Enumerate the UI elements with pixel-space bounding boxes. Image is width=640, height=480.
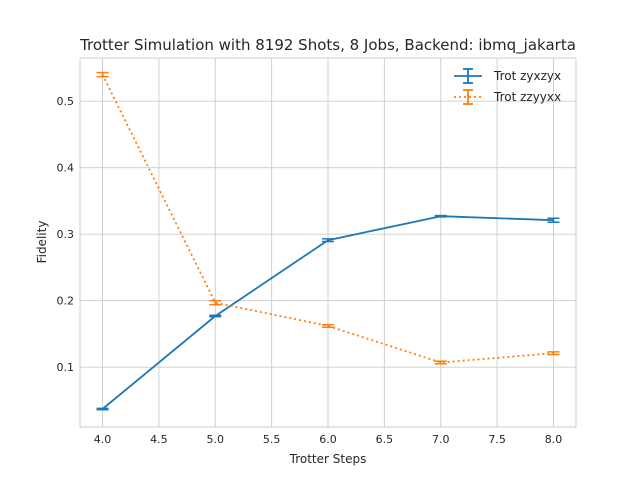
- y-tick-label: 0.4: [57, 162, 75, 175]
- y-axis-label: Fidelity: [35, 221, 49, 264]
- legend-label-trot-zyxzyx: Trot zyxzyx: [493, 69, 561, 83]
- x-tick-label: 6.0: [319, 433, 337, 446]
- series-trot-zyxzyx: [96, 214, 560, 411]
- legend: Trot zyxzyx Trot zzyyxx: [454, 68, 561, 105]
- x-tick-label: 4.5: [150, 433, 168, 446]
- data-point: [214, 301, 217, 304]
- y-tick-label: 0.1: [57, 361, 75, 374]
- tick-labels: 4.0 4.5 5.0 5.5 6.0 6.5 7.0 7.5 8.0 0.1 0.2 0.3 0.4 0…: [57, 95, 563, 446]
- x-axis-label: Trotter Steps: [289, 452, 367, 466]
- data-point: [552, 352, 555, 355]
- data-point: [552, 219, 555, 222]
- series-line-trot-zzyyxx: [101, 74, 554, 364]
- x-tick-label: 6.5: [376, 433, 394, 446]
- x-tick-label: 5.5: [263, 433, 281, 446]
- y-tick-label: 0.3: [57, 228, 75, 241]
- chart-title: Trotter Simulation with 8192 Shots, 8 Jo…: [79, 36, 576, 55]
- data-point: [214, 315, 217, 317]
- x-tick-label: 7.5: [488, 433, 506, 446]
- data-point: [439, 361, 442, 364]
- data-point: [101, 408, 104, 410]
- legend-entry-trot-zyxzyx: Trot zyxzyx: [454, 68, 561, 84]
- data-point: [327, 239, 329, 241]
- legend-label-trot-zzyyxx: Trot zzyyxx: [493, 90, 561, 104]
- x-tick-label: 7.0: [432, 433, 450, 446]
- plot-frame: [79, 57, 577, 428]
- series-layer: [96, 71, 560, 411]
- x-tick-label: 4.0: [94, 433, 112, 446]
- data-point: [101, 73, 104, 76]
- legend-entry-trot-zzyyxx: Trot zzyyxx: [454, 89, 561, 105]
- data-point: [439, 215, 442, 218]
- y-tick-label: 0.2: [57, 295, 75, 308]
- x-tick-label: 8.0: [545, 433, 563, 446]
- grid: [80, 58, 576, 427]
- x-tick-label: 5.0: [207, 433, 225, 446]
- y-tick-label: 0.5: [57, 95, 75, 108]
- series-trot-zzyyxx: [96, 71, 560, 365]
- data-point: [327, 325, 329, 327]
